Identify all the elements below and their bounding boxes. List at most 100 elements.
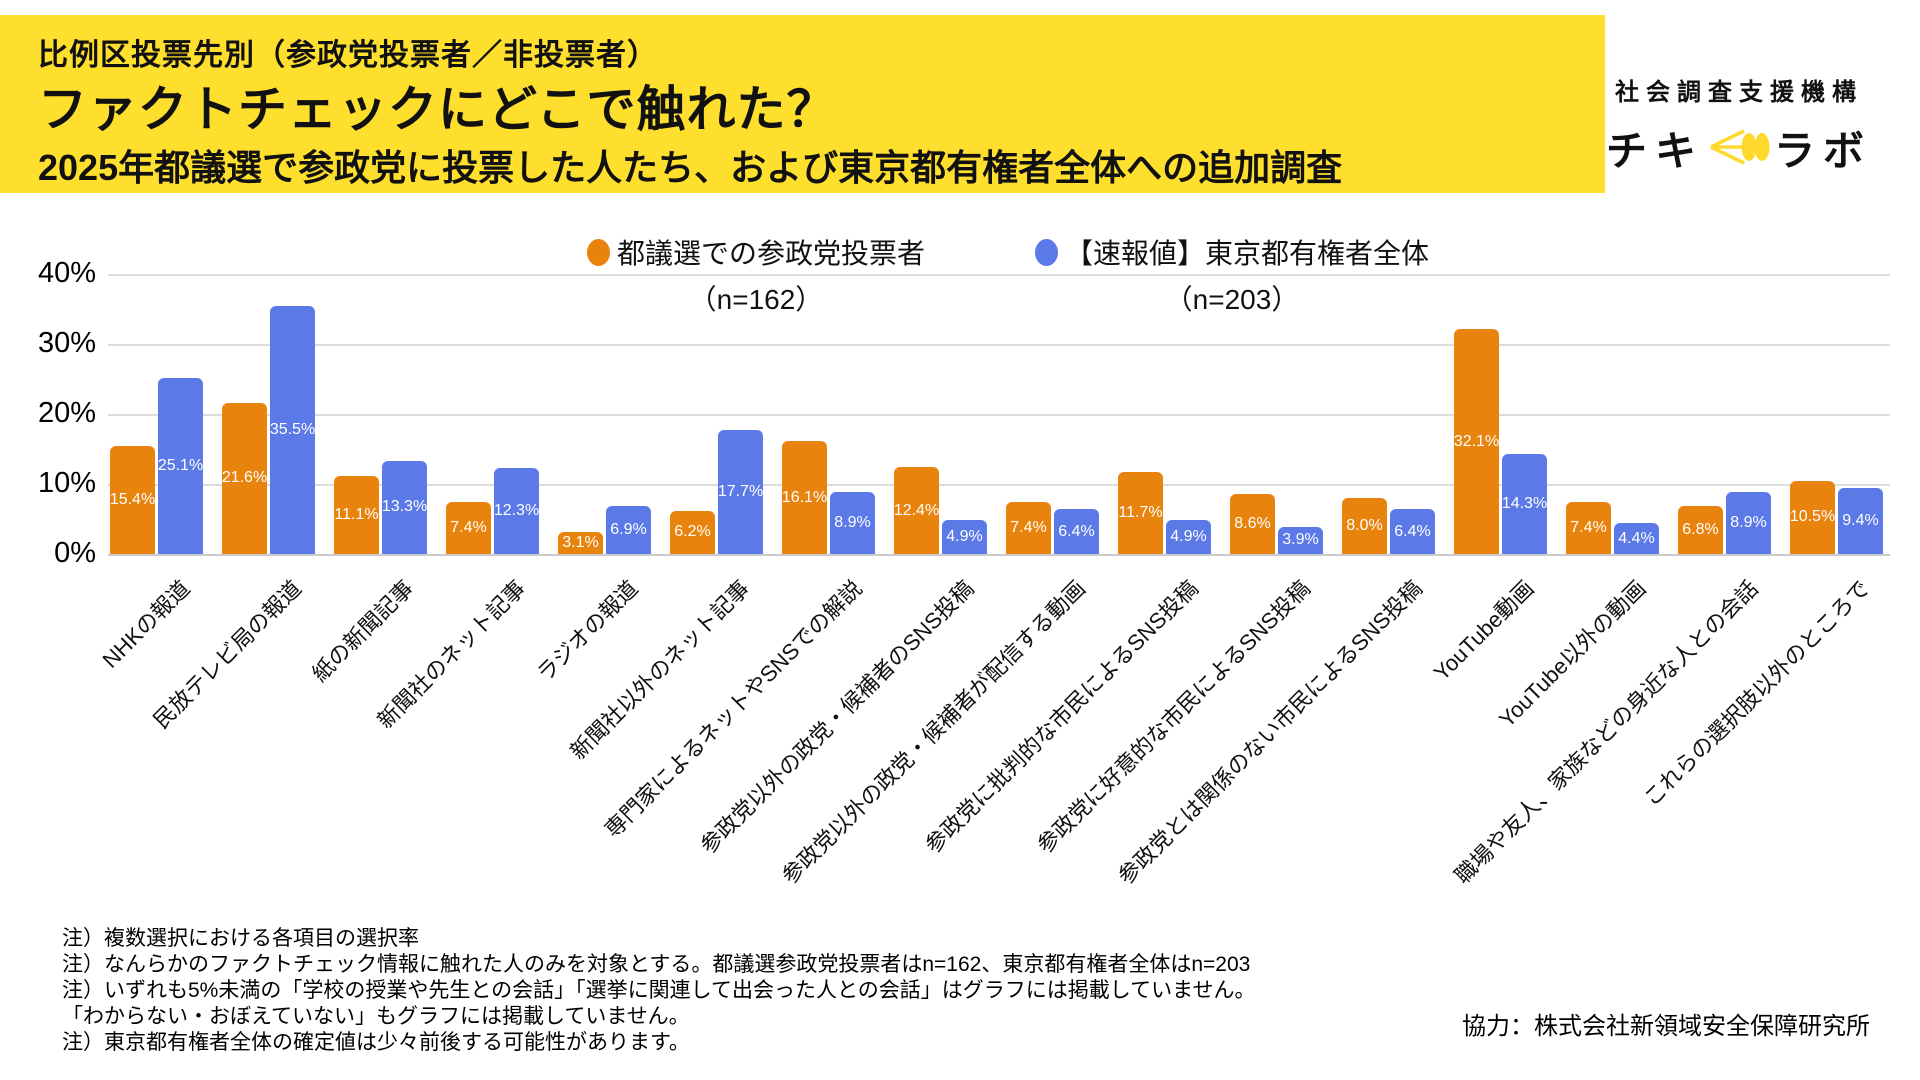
megaphone-icon [1710, 129, 1770, 165]
bar-series2: 4.9% [1166, 519, 1211, 554]
bar-value-label: 3.9% [1282, 531, 1319, 549]
bar-value-label: 4.9% [1170, 527, 1207, 545]
gridline [108, 414, 1890, 416]
bar-value-label: 16.1% [781, 488, 828, 506]
legend-row: 【速報値】東京都有権者全体 [1035, 232, 1429, 272]
y-axis-tick-label: 10% [37, 467, 96, 499]
y-axis-tick-label: 30% [37, 327, 96, 359]
bar-series1: 8.0% [1342, 498, 1387, 554]
bar-value-label: 8.9% [834, 513, 871, 531]
bar-value-label: 6.9% [610, 520, 647, 538]
bar-series1: 15.4% [110, 446, 155, 554]
legend-dot-blue [1035, 238, 1058, 266]
bar-series1: 12.4% [894, 467, 939, 554]
bar-series1: 32.1% [1454, 329, 1499, 554]
legend-item-tokyo-voters: 【速報値】東京都有権者全体 （n=203） [1035, 232, 1429, 318]
legend-item-sanseito-voters: 都議選での参政党投票者 （n=162） [586, 232, 925, 318]
bar-series1: 7.4% [1566, 502, 1611, 554]
legend-label-series1: 都議選での参政党投票者 [616, 238, 925, 269]
bar-series2: 6.4% [1390, 509, 1435, 554]
bar-series1: 6.8% [1678, 506, 1723, 554]
bar-series1: 8.6% [1230, 493, 1275, 554]
gridline [108, 344, 1890, 346]
gridline [108, 274, 1890, 276]
bar-value-label: 12.4% [893, 501, 940, 519]
bar-value-label: 6.8% [1682, 521, 1719, 539]
bar-value-label: 7.4% [450, 519, 487, 537]
bar-value-label: 21.6% [221, 469, 268, 487]
bar-value-label: 6.4% [1394, 522, 1431, 540]
bar-value-label: 35.5% [269, 420, 316, 438]
bar-value-label: 25.1% [157, 457, 204, 475]
logo-brand-right: ラボ [1774, 128, 1872, 174]
bar-series2: 9.4% [1838, 488, 1883, 554]
header-banner: 比例区投票先別（参政党投票者／非投票者） ファクトチェックにどこで触れた？ 20… [0, 15, 1605, 193]
x-axis-baseline [108, 554, 1890, 556]
banner-title: ファクトチェックにどこで触れた？ [38, 83, 837, 137]
bar-series2: 35.5% [269, 305, 316, 554]
bar-value-label: 4.9% [946, 527, 983, 545]
bar-series1: 7.4% [446, 502, 491, 554]
bar-value-label: 11.1% [334, 506, 379, 524]
footnotes: 注）複数選択における各項目の選択率注）なんらかのファクトチェック情報に触れた人の… [62, 926, 1256, 1056]
bar-series1: 3.1% [558, 532, 603, 554]
footnote-line: 「わからない・おぼえていない」もグラフには掲載していません。 [62, 1005, 690, 1028]
chikilab-logo: 社会調査支援機構 チキ ラボ [1606, 72, 1872, 177]
footnote-line: 注）東京都有権者全体の確定値は少々前後する可能性があります。 [62, 1031, 690, 1054]
bar-series2: 6.4% [1054, 509, 1099, 554]
x-axis-category-label: これらの選択肢以外のところで [1639, 575, 1875, 812]
legend-n-series2: （n=203） [1164, 284, 1300, 315]
y-axis-tick-label: 20% [37, 397, 96, 429]
bar-series2: 12.3% [493, 467, 540, 554]
legend-dot-orange [586, 238, 610, 266]
bar-series2: 25.1% [158, 378, 203, 554]
bar-series2: 8.9% [830, 491, 875, 554]
bar-series1: 16.1% [782, 441, 827, 554]
bar-series1: 7.4% [1006, 502, 1051, 554]
bar-value-label: 6.4% [1058, 522, 1095, 540]
bar-value-label: 10.5% [1789, 508, 1836, 526]
bar-value-label: 13.3% [381, 498, 428, 516]
bar-value-label: 8.6% [1234, 514, 1271, 532]
bar-series2: 17.7% [718, 430, 763, 554]
bar-value-label: 6.2% [674, 523, 711, 541]
bar-value-label: 7.4% [1010, 519, 1047, 537]
logo-brand-name: チキ ラボ [1606, 117, 1872, 177]
bar-value-label: 8.0% [1346, 517, 1383, 534]
bar-value-label: 7.4% [1570, 519, 1607, 537]
bar-value-label: 4.4% [1618, 529, 1655, 547]
chart-legend: 都議選での参政党投票者 （n=162） 【速報値】東京都有権者全体 （n=203… [48, 232, 1920, 318]
bar-value-label: 12.3% [493, 501, 540, 519]
bar-value-label: 8.9% [1730, 513, 1767, 531]
bar-value-label: 15.4% [109, 491, 156, 509]
bar-series2: 14.3% [1501, 453, 1548, 554]
x-axis-category-label: ラジオの報道 [532, 575, 643, 687]
legend-n-series1: （n=162） [688, 284, 824, 315]
gridline [108, 484, 1890, 486]
footnote-line: 注）いずれも5%未満の「学校の授業や先生との会話」「選挙に関連して出会った人との… [62, 979, 1256, 1002]
bar-series2: 8.9% [1726, 491, 1771, 554]
bar-value-label: 14.3% [1501, 494, 1548, 512]
y-axis-tick-label: 0% [54, 537, 96, 569]
x-axis-category-label: NHKの報道 [97, 575, 195, 673]
bar-value-label: 11.7% [1118, 504, 1163, 522]
footnote-line: 注）複数選択における各項目の選択率 [62, 927, 419, 950]
bar-value-label: 32.1% [1453, 432, 1500, 450]
bar-series2: 6.9% [606, 505, 651, 554]
banner-description: 2025年都議選で参政党に投票した人たち、および東京都有権者全体への追加調査 [38, 147, 1343, 188]
bar-series1: 11.1% [334, 476, 379, 554]
bar-value-label: 9.4% [1842, 512, 1879, 530]
x-axis-category-label: YouTube動画 [1428, 575, 1539, 686]
bar-series2: 4.4% [1614, 523, 1659, 554]
bar-series1: 11.7% [1118, 472, 1163, 554]
credit-text: 協力：株式会社新領域安全保障研究所 [1462, 1013, 1870, 1040]
footnote-line: 注）なんらかのファクトチェック情報に触れた人のみを対象とする。都議選参政党投票者… [62, 953, 1251, 976]
logo-org-name: 社会調査支援機構 [1615, 79, 1863, 106]
bar-series1: 6.2% [670, 510, 715, 554]
bar-series2: 13.3% [381, 460, 428, 554]
x-axis-category-label: 紙の新聞記事 [307, 575, 419, 687]
bar-value-label: 3.1% [562, 534, 599, 552]
banner-subtitle: 比例区投票先別（参政党投票者／非投票者） [38, 39, 658, 72]
